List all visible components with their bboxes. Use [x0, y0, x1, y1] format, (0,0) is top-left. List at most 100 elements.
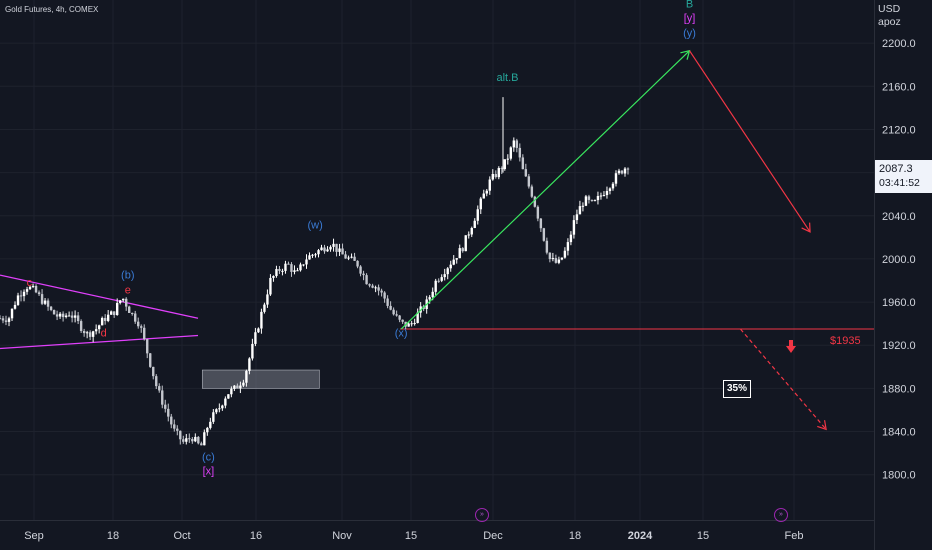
- candle: [371, 285, 374, 288]
- wave-label: e: [125, 284, 131, 296]
- candle: [461, 248, 464, 252]
- projection-line[interactable]: [689, 50, 811, 233]
- candle: [323, 247, 326, 252]
- trendline[interactable]: [0, 274, 199, 319]
- candle: [91, 331, 95, 337]
- candle: [482, 193, 485, 199]
- candle: [173, 424, 176, 429]
- candle: [464, 235, 467, 252]
- candle: [146, 339, 149, 354]
- candle: [245, 370, 248, 383]
- wave-label: [y]: [684, 13, 696, 25]
- candle: [572, 220, 576, 235]
- candle: [194, 436, 197, 442]
- candle: [437, 280, 440, 282]
- candle: [40, 294, 44, 304]
- candle: [536, 206, 540, 219]
- candle: [191, 439, 194, 442]
- projection-line[interactable]: [740, 328, 827, 430]
- candle: [239, 385, 242, 389]
- candle: [518, 147, 522, 158]
- candle: [100, 317, 104, 326]
- candle: [428, 297, 431, 300]
- candle: [58, 313, 62, 317]
- candle: [566, 242, 570, 251]
- candle: [215, 409, 218, 413]
- event-icon[interactable]: »: [475, 508, 489, 522]
- candle: [242, 382, 245, 386]
- candle: [614, 173, 618, 184]
- candle: [94, 329, 98, 332]
- candle: [413, 322, 416, 324]
- candle: [347, 257, 350, 259]
- candle: [248, 358, 251, 371]
- wave-label: (y): [683, 28, 696, 40]
- candle: [365, 275, 368, 285]
- event-icon[interactable]: »: [774, 508, 788, 522]
- candle: [392, 309, 395, 315]
- candle: [140, 326, 143, 328]
- candle: [383, 292, 386, 299]
- candle: [4, 320, 8, 322]
- candle: [67, 315, 71, 317]
- candle: [455, 258, 458, 260]
- candle: [227, 394, 230, 399]
- candle: [401, 319, 404, 322]
- wave-label: [x]: [203, 466, 215, 478]
- candle: [206, 427, 209, 433]
- wave-label: B: [686, 0, 693, 11]
- time-tick-label: Sep: [24, 530, 44, 542]
- candle: [179, 430, 182, 440]
- wave-label: (b): [121, 269, 134, 281]
- wave-label: (x): [395, 328, 408, 340]
- candle: [284, 263, 287, 271]
- candle: [296, 270, 299, 272]
- candle: [395, 314, 398, 316]
- price-tick-label: 1920.0: [882, 340, 916, 352]
- candle: [551, 258, 555, 260]
- currency-unit-selector[interactable]: USD apoz: [878, 3, 928, 29]
- candle: [52, 309, 56, 315]
- price-tick-label: 1800.0: [882, 470, 916, 482]
- price-tick-label: 2040.0: [882, 211, 916, 223]
- candle: [43, 300, 47, 304]
- candle: [605, 191, 609, 196]
- candle: [25, 289, 29, 292]
- candle: [509, 147, 513, 159]
- candle: [152, 366, 155, 377]
- candle: [281, 270, 284, 272]
- price-tick-label: 1960.0: [882, 297, 916, 309]
- projection-line[interactable]: [400, 50, 690, 330]
- candle: [302, 264, 305, 266]
- time-tick-label: 18: [569, 530, 581, 542]
- candle: [236, 385, 239, 389]
- candle: [584, 196, 588, 206]
- support-zone[interactable]: [201, 369, 320, 389]
- candle: [602, 195, 606, 197]
- candle: [377, 287, 380, 291]
- candle: [266, 294, 269, 305]
- wave-label: alt.B: [496, 72, 518, 84]
- candle: [530, 186, 534, 197]
- candle: [251, 343, 254, 359]
- time-tick-label: 16: [250, 530, 262, 542]
- candle: [73, 315, 77, 318]
- candle: [593, 200, 597, 202]
- candle: [46, 300, 50, 307]
- candle: [359, 266, 362, 274]
- candle: [19, 295, 23, 297]
- projection-arrowhead: [817, 420, 827, 431]
- candle: [155, 376, 158, 387]
- candle: [128, 306, 131, 313]
- candle: [82, 331, 86, 334]
- candle: [410, 323, 413, 325]
- currency-label: USD: [878, 3, 901, 15]
- candle: [398, 315, 401, 320]
- candle: [434, 280, 437, 292]
- candle: [185, 438, 188, 442]
- candle: [0, 318, 2, 320]
- trendline[interactable]: [0, 334, 199, 350]
- candle: [299, 264, 302, 271]
